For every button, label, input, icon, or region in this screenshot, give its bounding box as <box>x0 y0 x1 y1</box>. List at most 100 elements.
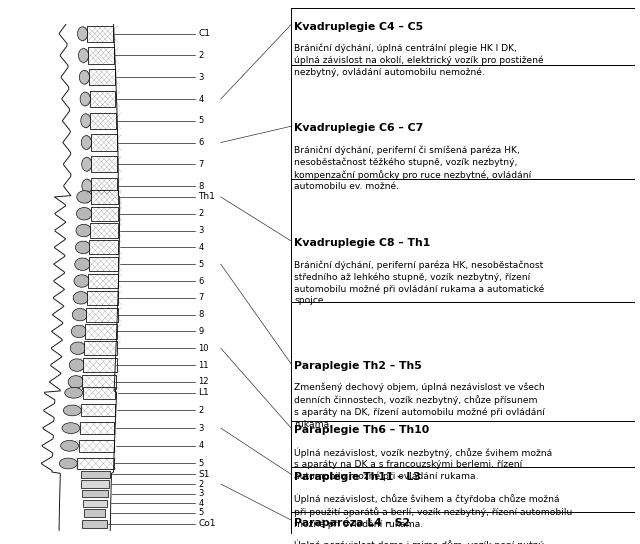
Bar <box>87 290 118 305</box>
Bar <box>84 341 117 355</box>
Bar <box>89 257 118 271</box>
Bar <box>84 509 106 517</box>
Text: 8: 8 <box>198 310 204 319</box>
Ellipse shape <box>81 135 92 150</box>
Ellipse shape <box>60 458 77 469</box>
Ellipse shape <box>74 275 90 287</box>
Text: Paraplegie Th2 – Th5: Paraplegie Th2 – Th5 <box>294 361 422 371</box>
Text: Brániční dýchání, periferní či smíšená paréza HK,
nesoběstačnost těžkého stupně,: Brániční dýchání, periferní či smíšená p… <box>294 145 532 191</box>
Text: 3: 3 <box>198 226 204 235</box>
Ellipse shape <box>82 179 92 193</box>
Bar <box>81 480 109 487</box>
Text: Brániční dýchání, úplná centrální plegie HK I DK,
úplná závislost na okolí, elek: Brániční dýchání, úplná centrální plegie… <box>294 44 544 77</box>
Text: 3: 3 <box>198 424 204 432</box>
Text: Co1: Co1 <box>198 520 216 528</box>
Bar <box>90 113 116 129</box>
Ellipse shape <box>68 376 83 388</box>
Bar <box>90 207 118 221</box>
Bar <box>80 422 115 434</box>
Text: S1: S1 <box>198 470 210 479</box>
Bar <box>86 307 118 322</box>
Ellipse shape <box>73 292 88 304</box>
Ellipse shape <box>80 92 90 106</box>
Bar <box>81 471 110 478</box>
Text: 5: 5 <box>198 259 204 269</box>
Text: 6: 6 <box>198 276 204 286</box>
Bar <box>82 490 108 497</box>
Text: Paraplegie Th6 – Th10: Paraplegie Th6 – Th10 <box>294 425 429 435</box>
Bar <box>92 178 117 194</box>
Text: Paraparéza L4 – S2: Paraparéza L4 – S2 <box>294 517 410 528</box>
Bar <box>83 500 107 507</box>
Bar <box>88 274 118 288</box>
Text: Th1: Th1 <box>198 193 215 201</box>
Bar <box>91 134 116 151</box>
Ellipse shape <box>77 27 88 41</box>
Bar <box>79 440 115 452</box>
Bar <box>83 358 116 372</box>
Text: Kvadruplegie C8 – Th1: Kvadruplegie C8 – Th1 <box>294 238 431 248</box>
Text: 4: 4 <box>198 243 204 252</box>
Text: 2: 2 <box>198 209 204 218</box>
Text: 11: 11 <box>198 361 209 369</box>
Text: 2: 2 <box>198 51 204 60</box>
Text: Brániční dýchání, periferní paréza HK, nesoběstačnost
středního až lehkého stupn: Brániční dýchání, periferní paréza HK, n… <box>294 260 545 305</box>
Bar <box>83 387 115 399</box>
Text: 8: 8 <box>198 182 204 190</box>
Bar <box>81 520 107 528</box>
Text: 3: 3 <box>198 489 204 498</box>
Text: Úplná nezávislost, vozík nezbytný, chůze švihem možná
s aparáty na DK a s franco: Úplná nezávislost, vozík nezbytný, chůze… <box>294 447 553 481</box>
Ellipse shape <box>76 241 91 254</box>
Text: 9: 9 <box>198 327 204 336</box>
Text: 4: 4 <box>198 95 204 103</box>
Ellipse shape <box>61 441 79 451</box>
Text: 7: 7 <box>198 160 204 169</box>
Bar <box>77 458 115 469</box>
Ellipse shape <box>77 191 92 203</box>
Bar <box>87 26 113 42</box>
Ellipse shape <box>76 224 92 237</box>
Text: 4: 4 <box>198 499 204 508</box>
Bar <box>89 69 115 85</box>
Text: Úplná nezávislost doma i mimo dům, vozík není nutný,
chůze se dvěma berlemi možn: Úplná nezávislost doma i mimo dům, vozík… <box>294 539 561 544</box>
Text: 12: 12 <box>198 378 209 386</box>
Bar <box>90 224 118 238</box>
Ellipse shape <box>75 258 90 270</box>
Text: Zmenšený dechový objem, úplná nezávislost ve všech
denních činnostech, vozík nez: Zmenšený dechový objem, úplná nezávislos… <box>294 383 545 429</box>
Bar <box>90 91 115 107</box>
Ellipse shape <box>76 207 92 220</box>
Text: Úplná nezávislost, chůze švihem a čtyřdoba chůze možná
při použití aparátů a ber: Úplná nezávislost, chůze švihem a čtyřdo… <box>294 493 573 529</box>
Ellipse shape <box>65 387 83 398</box>
Bar <box>92 156 117 172</box>
Ellipse shape <box>72 308 88 321</box>
Text: 2: 2 <box>198 406 204 415</box>
Text: L1: L1 <box>198 388 209 397</box>
Bar <box>85 324 117 338</box>
Bar <box>91 190 118 204</box>
Text: Kvadruplegie C4 – C5: Kvadruplegie C4 – C5 <box>294 22 424 32</box>
Text: 5: 5 <box>198 459 204 468</box>
Text: 10: 10 <box>198 344 209 353</box>
Text: 6: 6 <box>198 138 204 147</box>
Ellipse shape <box>71 325 86 338</box>
Text: 7: 7 <box>198 293 204 302</box>
Ellipse shape <box>81 114 91 128</box>
Ellipse shape <box>70 342 86 355</box>
Ellipse shape <box>69 359 84 372</box>
Text: 2: 2 <box>198 479 204 489</box>
Bar <box>88 47 114 64</box>
Bar <box>81 405 115 417</box>
Ellipse shape <box>62 423 80 434</box>
Ellipse shape <box>63 405 81 416</box>
Text: 5: 5 <box>198 509 204 517</box>
Bar <box>90 240 118 255</box>
Text: Kvadruplegie C6 – C7: Kvadruplegie C6 – C7 <box>294 123 424 133</box>
Ellipse shape <box>82 157 92 171</box>
Text: 3: 3 <box>198 73 204 82</box>
Text: 4: 4 <box>198 441 204 450</box>
Ellipse shape <box>79 70 90 84</box>
Ellipse shape <box>79 48 89 63</box>
Bar <box>82 375 116 389</box>
Text: C1: C1 <box>198 29 211 38</box>
Text: Paraplegie Th11 – L3: Paraplegie Th11 – L3 <box>294 472 421 481</box>
